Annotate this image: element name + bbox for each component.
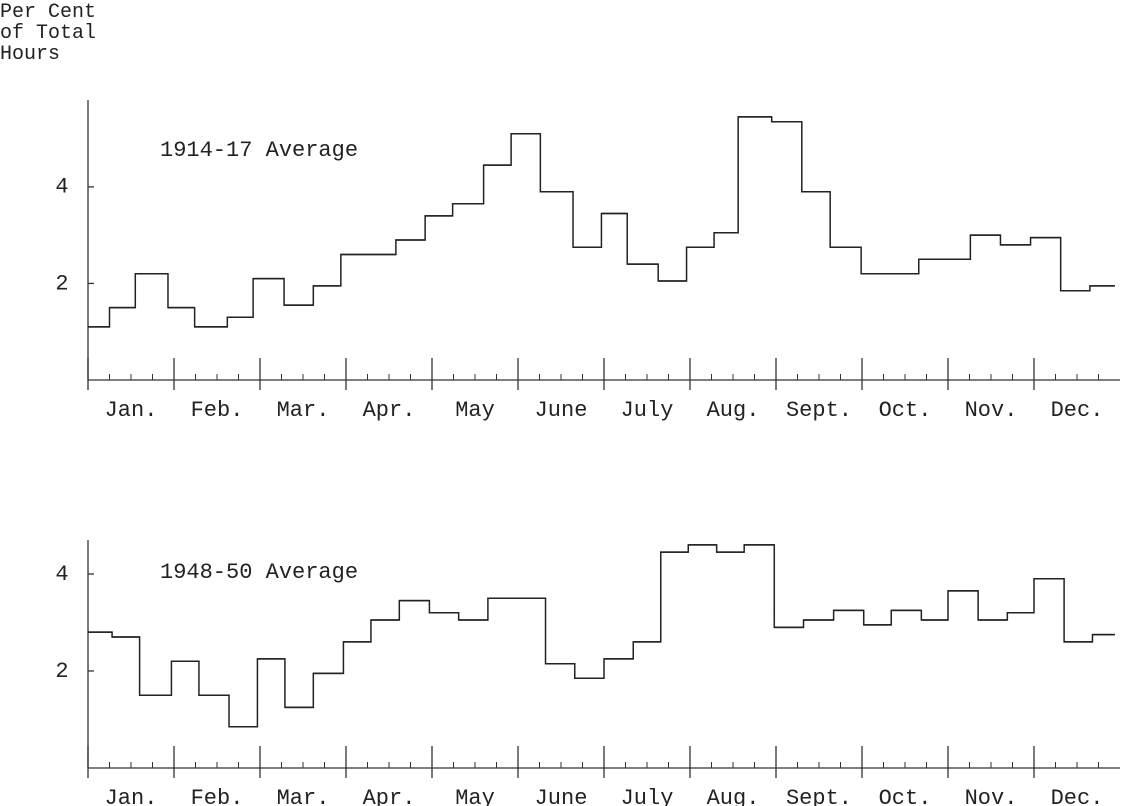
x-tick-label: Nov. <box>965 398 1018 423</box>
y-tick-label: 2 <box>55 659 68 684</box>
x-tick-label: Feb. <box>191 398 244 423</box>
x-tick-label: July <box>621 398 674 423</box>
x-tick-label: Sept. <box>786 398 852 423</box>
x-tick-label: Apr. <box>363 398 416 423</box>
x-tick-label: Jan. <box>105 398 158 423</box>
x-tick-label: July <box>621 786 674 806</box>
x-tick-label: Apr. <box>363 786 416 806</box>
series-label: 1948-50 Average <box>160 560 358 585</box>
x-tick-label: June <box>535 398 588 423</box>
x-tick-label: Jan. <box>105 786 158 806</box>
y-axis-label: Per Cent of Total Hours <box>0 1 97 66</box>
x-tick-label: Oct. <box>879 786 932 806</box>
x-tick-label: Mar. <box>277 398 330 423</box>
x-tick-label: May <box>455 398 495 423</box>
x-tick-label: Dec. <box>1051 398 1104 423</box>
y-tick-label: 2 <box>55 271 68 296</box>
x-tick-label: Dec. <box>1051 786 1104 806</box>
x-tick-label: Sept. <box>786 786 852 806</box>
y-tick-label: 4 <box>55 175 68 200</box>
x-tick-label: Aug. <box>707 786 760 806</box>
y-tick-label: 4 <box>55 562 68 587</box>
x-tick-label: June <box>535 786 588 806</box>
series-label: 1914-17 Average <box>160 138 358 163</box>
x-tick-label: Mar. <box>277 786 330 806</box>
x-tick-label: Nov. <box>965 786 1018 806</box>
x-tick-label: Feb. <box>191 786 244 806</box>
x-tick-label: Oct. <box>879 398 932 423</box>
x-tick-label: Aug. <box>707 398 760 423</box>
x-tick-label: May <box>455 786 495 806</box>
